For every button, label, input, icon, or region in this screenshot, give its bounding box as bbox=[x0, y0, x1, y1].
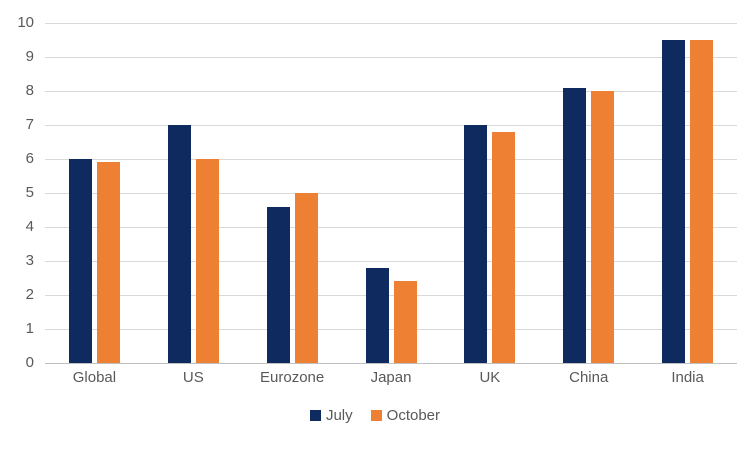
bar-group-uk bbox=[440, 23, 539, 363]
legend-item-july: July bbox=[309, 407, 353, 424]
y-tick-label-0: 0 bbox=[25, 354, 34, 371]
x-axis-label-india: India bbox=[671, 369, 704, 386]
gridline-6 bbox=[45, 159, 737, 160]
bar-july-eurozone bbox=[266, 206, 290, 363]
gridline-9 bbox=[45, 57, 737, 58]
bar-group-china bbox=[539, 23, 638, 363]
legend: July October bbox=[0, 407, 750, 424]
legend-swatch-october bbox=[370, 410, 382, 421]
gridline-5 bbox=[45, 193, 737, 194]
y-tick-label-3: 3 bbox=[25, 252, 34, 269]
bar-group-japan bbox=[342, 23, 441, 363]
plot-area bbox=[45, 23, 737, 364]
legend-label-october: October bbox=[386, 407, 441, 424]
bar-july-us bbox=[167, 125, 191, 363]
x-axis-label-eurozone: Eurozone bbox=[260, 369, 325, 386]
bar-october-global bbox=[96, 162, 120, 363]
y-tick-label-10: 10 bbox=[17, 14, 34, 31]
x-axis-line bbox=[45, 363, 737, 364]
gridline-10 bbox=[45, 23, 737, 24]
bar-october-eurozone bbox=[294, 193, 318, 363]
y-tick-label-4: 4 bbox=[25, 218, 34, 235]
y-tick-label-8: 8 bbox=[25, 82, 34, 99]
bar-october-india bbox=[690, 40, 714, 363]
bar-group-eurozone bbox=[243, 23, 342, 363]
gridline-7 bbox=[45, 125, 737, 126]
gridline-3 bbox=[45, 261, 737, 262]
y-tick-label-1: 1 bbox=[25, 320, 34, 337]
y-tick-label-5: 5 bbox=[25, 184, 34, 201]
bar-group-india bbox=[638, 23, 737, 363]
gridline-8 bbox=[45, 91, 737, 92]
bar-group-us bbox=[144, 23, 243, 363]
y-tick-label-2: 2 bbox=[25, 286, 34, 303]
bar-july-china bbox=[563, 87, 587, 363]
x-axis-label-japan: Japan bbox=[370, 369, 412, 386]
x-axis-labels: Global US Eurozone Japan UK China India bbox=[45, 369, 737, 386]
y-tick-label-9: 9 bbox=[25, 48, 34, 65]
bar-group-global bbox=[45, 23, 144, 363]
y-tick-label-7: 7 bbox=[25, 116, 34, 133]
gridline-1 bbox=[45, 329, 737, 330]
legend-item-october: October bbox=[370, 407, 441, 424]
bar-october-china bbox=[591, 91, 615, 363]
legend-label-july: July bbox=[325, 407, 353, 424]
legend-swatch-july bbox=[309, 410, 321, 421]
bar-october-japan bbox=[393, 281, 417, 363]
x-axis-label-china: China bbox=[569, 369, 609, 386]
bar-july-japan bbox=[365, 267, 389, 363]
bar-october-us bbox=[195, 159, 219, 363]
bar-series-container bbox=[45, 23, 737, 363]
bar-october-uk bbox=[492, 131, 516, 363]
bar-july-global bbox=[68, 159, 92, 363]
gridline-4 bbox=[45, 227, 737, 228]
y-tick-label-6: 6 bbox=[25, 150, 34, 167]
x-axis-label-us: US bbox=[182, 369, 204, 386]
bar-july-uk bbox=[464, 125, 488, 363]
gridline-2 bbox=[45, 295, 737, 296]
x-axis-label-global: Global bbox=[72, 369, 117, 386]
x-axis-label-uk: UK bbox=[479, 369, 501, 386]
bar-july-india bbox=[662, 40, 686, 363]
